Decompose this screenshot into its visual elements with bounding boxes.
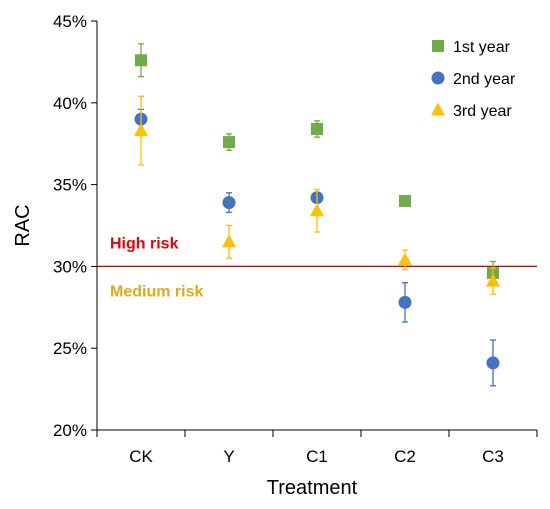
legend-marker bbox=[431, 102, 445, 116]
y-tick-label: 25% bbox=[53, 339, 87, 358]
data-point bbox=[134, 123, 148, 137]
y-tick-label: 45% bbox=[53, 12, 87, 31]
data-point bbox=[222, 196, 236, 210]
legend-marker bbox=[431, 71, 445, 85]
medium-risk-label: Medium risk bbox=[110, 283, 203, 300]
x-axis-title: Treatment bbox=[267, 477, 358, 499]
y-tick-label: 30% bbox=[53, 257, 87, 276]
legend-label: 3rd year bbox=[453, 103, 512, 120]
legend-marker bbox=[432, 40, 444, 52]
data-point bbox=[135, 54, 147, 67]
series-1 bbox=[135, 43, 499, 286]
data-point bbox=[222, 234, 236, 248]
threshold-layer: High risk Medium risk bbox=[97, 235, 537, 300]
legend-item: 2nd year bbox=[431, 71, 516, 88]
y-tick-label: 20% bbox=[53, 421, 87, 440]
data-point bbox=[223, 136, 235, 149]
x-tick-label: C3 bbox=[482, 447, 504, 466]
y-axis-title: RAC bbox=[12, 204, 34, 246]
x-tick-label: CK bbox=[129, 447, 153, 466]
legend-label: 1st year bbox=[453, 39, 511, 56]
legend-item: 1st year bbox=[432, 39, 511, 56]
legend-label: 2nd year bbox=[453, 71, 516, 88]
y-tick-label: 40% bbox=[53, 94, 87, 113]
axes: 20% 25% 30% 35% 40% 45% CK Y C1 C2 C3 Treatment RAC bbox=[12, 12, 538, 499]
series-2 bbox=[134, 108, 500, 387]
legend: 1st year 2nd year 3rd year bbox=[431, 39, 516, 120]
data-point bbox=[486, 273, 500, 287]
data-point bbox=[398, 252, 412, 266]
legend-item: 3rd year bbox=[431, 102, 512, 120]
data-point bbox=[486, 356, 500, 370]
high-risk-label: High risk bbox=[110, 235, 179, 252]
data-point bbox=[399, 194, 411, 207]
x-tick-label: Y bbox=[223, 447, 234, 466]
marks-layer bbox=[134, 43, 500, 387]
series-3 bbox=[134, 95, 500, 295]
data-point bbox=[311, 122, 323, 135]
x-tick-label: C1 bbox=[306, 447, 328, 466]
data-point bbox=[310, 203, 324, 217]
data-point bbox=[398, 295, 412, 309]
x-tick-label: C2 bbox=[394, 447, 416, 466]
y-tick-label: 35% bbox=[53, 176, 87, 195]
